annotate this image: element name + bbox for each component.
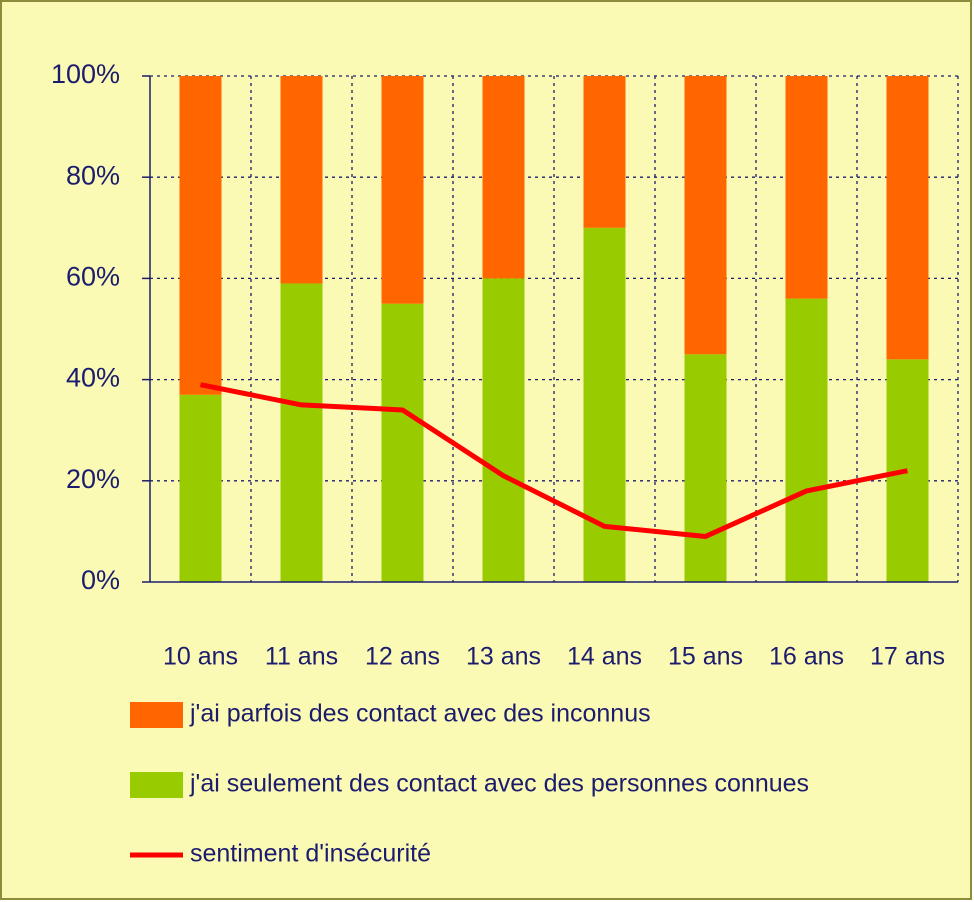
y-tick-label: 20% [66, 464, 120, 494]
bar-segment [179, 76, 222, 395]
y-tick-label: 100% [51, 59, 120, 89]
bar-segment [482, 278, 525, 582]
bar-segment [179, 394, 222, 582]
bar-segment [684, 354, 727, 582]
legend-label: sentiment d'insécurité [190, 840, 431, 868]
bar-segment [280, 76, 323, 284]
bar-segment [886, 76, 929, 360]
x-tick-label: 14 ans [567, 643, 642, 671]
x-tick-label: 15 ans [668, 643, 743, 671]
bar-segment [583, 76, 626, 228]
bar-segment [785, 298, 828, 582]
bar-segment [381, 303, 424, 582]
bar-segment [684, 76, 727, 355]
x-tick-label: 11 ans [265, 643, 338, 671]
bar-segment [482, 76, 525, 279]
y-tick-label: 0% [81, 565, 120, 595]
legend-swatch [130, 772, 183, 798]
x-tick-label: 13 ans [466, 643, 541, 671]
legend-label: j'ai parfois des contact avec des inconn… [189, 700, 651, 728]
bar-segment [785, 76, 828, 299]
legend-label: j'ai seulement des contact avec des pers… [189, 770, 809, 798]
bar-segment [381, 76, 424, 304]
line-series [200, 382, 908, 539]
y-tick-label: 60% [66, 262, 120, 292]
bar-segment [280, 283, 323, 582]
x-tick-label: 12 ans [365, 643, 440, 671]
y-tick-label: 40% [66, 363, 120, 393]
x-tick-label: 10 ans [163, 643, 238, 671]
legend-swatch [130, 702, 183, 728]
bar-segment [583, 227, 626, 583]
y-tick-label: 80% [66, 160, 120, 190]
x-tick-label: 17 ans [870, 643, 945, 671]
x-tick-label: 16 ans [769, 643, 844, 671]
